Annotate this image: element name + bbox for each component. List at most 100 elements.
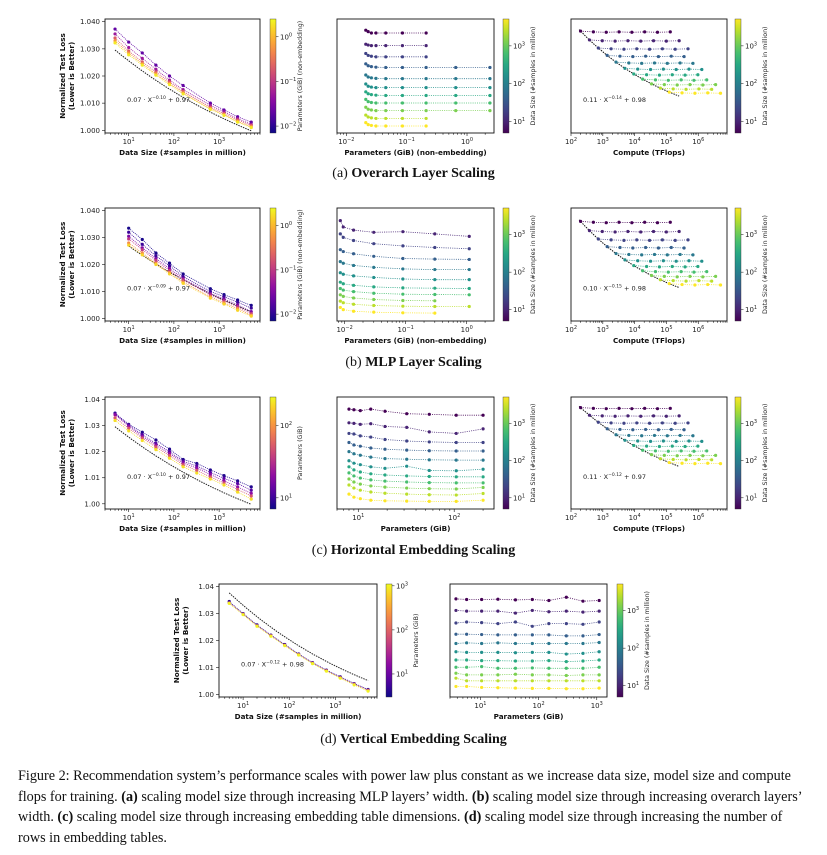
data-point [564, 652, 568, 656]
data-point [467, 247, 471, 251]
data-point [113, 41, 117, 45]
colorbar-label: Parameters (GiB) (non-embedding) [297, 209, 304, 320]
data-point [140, 436, 144, 440]
data-point [424, 65, 428, 70]
data-point [195, 461, 199, 466]
data-point [530, 650, 534, 654]
series-line [455, 677, 600, 682]
data-point [405, 499, 409, 503]
data-point [338, 305, 342, 310]
data-point [645, 444, 649, 448]
data-point [140, 51, 144, 55]
data-point [674, 439, 678, 443]
series-line [455, 621, 600, 627]
data-point [641, 448, 645, 452]
data-point [657, 265, 662, 269]
y-tick-label: 1.01 [84, 474, 100, 482]
y-tick-label: 1.030 [80, 234, 100, 242]
colorbar-tick-label: 103 [513, 230, 525, 239]
x-tick-label: 101 [237, 701, 249, 710]
data-point [454, 65, 458, 70]
data-point [454, 671, 458, 675]
data-point [581, 599, 585, 603]
data-point [113, 27, 117, 31]
data-point [154, 448, 158, 452]
fit-curve [114, 49, 252, 132]
colorbar-label: Data Size (#samples in million) [644, 591, 651, 690]
data-point [167, 447, 172, 451]
data-point [564, 673, 568, 678]
data-point [496, 659, 500, 663]
data-point [679, 449, 683, 453]
data-point [662, 83, 666, 87]
x-tick-label: 103 [329, 701, 341, 710]
data-point [617, 406, 621, 410]
y-tick-label: 1.00 [84, 500, 100, 508]
data-point [578, 406, 583, 410]
series-line [455, 596, 600, 602]
data-point [682, 54, 686, 59]
data-point [424, 44, 428, 48]
data-point [651, 414, 656, 418]
y-tick-label: 1.000 [80, 315, 100, 323]
data-point [341, 308, 345, 312]
data-point [405, 464, 409, 468]
data-point [454, 632, 458, 636]
data-point [347, 450, 351, 454]
series-line [580, 407, 671, 410]
series-line [455, 609, 600, 614]
data-point [424, 86, 428, 90]
data-point [338, 293, 342, 297]
data-point [669, 54, 673, 58]
data-point [647, 238, 652, 242]
data-point [696, 444, 700, 448]
data-point [587, 38, 592, 42]
data-point [113, 36, 117, 40]
data-point [688, 83, 692, 87]
x-tick-label: 10−2 [336, 325, 352, 334]
data-point [433, 286, 437, 290]
data-point [127, 234, 131, 238]
data-point [341, 288, 345, 292]
series-line [348, 460, 484, 472]
data-point [632, 443, 636, 448]
data-point [683, 444, 687, 449]
data-point [480, 679, 484, 683]
data-point [222, 476, 226, 480]
fit-curve [228, 592, 369, 681]
colorbar [385, 583, 393, 698]
colorbar-tick-label: 101 [513, 117, 525, 126]
data-point [369, 407, 373, 411]
y-tick-label: 1.03 [198, 610, 214, 618]
data-point [405, 486, 409, 490]
data-point [400, 44, 405, 48]
data-point [374, 108, 378, 113]
data-point [310, 662, 315, 666]
data-point [710, 458, 714, 462]
data-point [635, 47, 639, 51]
data-point [647, 47, 652, 51]
y-tick-label: 1.03 [84, 422, 100, 430]
y-tick-label: 1.020 [80, 261, 100, 269]
data-point [127, 243, 131, 247]
data-point [680, 461, 684, 465]
data-point [374, 101, 378, 105]
data-point [433, 232, 437, 236]
data-point [364, 105, 368, 109]
data-point [372, 291, 376, 295]
colorbar-tick-label: 10−2 [280, 122, 296, 131]
data-point [683, 73, 687, 77]
data-point [600, 39, 604, 43]
colorbar-tick-label: 102 [513, 79, 525, 88]
data-point [351, 228, 356, 232]
data-point [351, 309, 356, 313]
data-point [530, 666, 534, 670]
subcaption-d: (d) Vertical Embedding Scaling [320, 732, 507, 747]
data-point [623, 258, 627, 262]
data-point [587, 413, 592, 417]
data-point [400, 31, 405, 35]
data-point [697, 279, 701, 283]
data-point [684, 279, 688, 283]
series-line [114, 28, 252, 123]
data-point [623, 66, 627, 70]
